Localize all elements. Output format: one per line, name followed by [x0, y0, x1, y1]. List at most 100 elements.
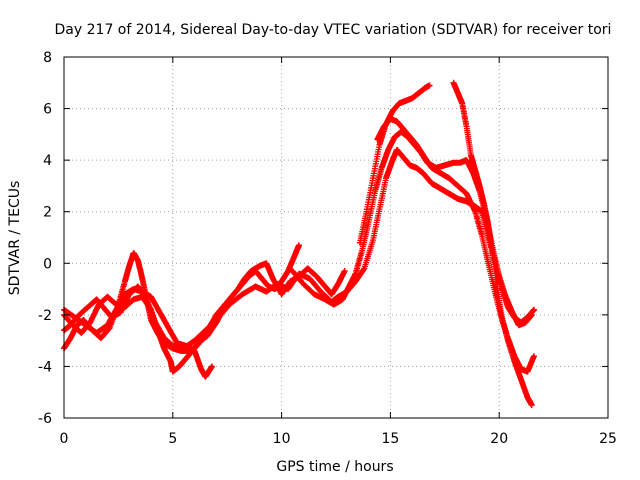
- data-point: [115, 308, 118, 311]
- data-point: [532, 354, 536, 358]
- data-point: [286, 287, 290, 291]
- data-point: [136, 285, 140, 288]
- data-point: [465, 200, 468, 203]
- data-point: [367, 220, 370, 224]
- data-point: [141, 277, 144, 280]
- data-point: [378, 143, 381, 146]
- data-point: [474, 210, 477, 213]
- data-point: [132, 298, 135, 301]
- data-point: [145, 298, 148, 301]
- data-point: [136, 259, 140, 262]
- data-point: [532, 308, 536, 311]
- data-point: [513, 360, 516, 363]
- data-point: [387, 148, 390, 152]
- data-point: [447, 176, 451, 180]
- data-point: [78, 313, 81, 317]
- data-point: [293, 254, 296, 257]
- data-point: [404, 99, 407, 103]
- data-point: [306, 267, 309, 270]
- data-point: [95, 331, 98, 335]
- data-point: [371, 238, 375, 242]
- y-tick-label: 6: [43, 102, 52, 118]
- grid-lines: [64, 57, 608, 418]
- data-point: [178, 365, 181, 368]
- x-tick-label: 10: [273, 431, 291, 447]
- data-point: [506, 339, 510, 342]
- data-point: [271, 277, 275, 280]
- data-point: [308, 277, 312, 280]
- data-point: [162, 336, 166, 340]
- data-point: [302, 282, 305, 286]
- y-tick-label: 4: [43, 153, 52, 169]
- data-point: [347, 285, 351, 288]
- data-point: [119, 311, 122, 314]
- y-tick-label: -2: [38, 308, 52, 324]
- data-point: [69, 323, 72, 327]
- data-point: [519, 378, 523, 381]
- data-point: [204, 329, 207, 332]
- data-point: [343, 269, 346, 273]
- data-point: [439, 171, 442, 175]
- y-tick-label: 2: [43, 205, 52, 221]
- chart-title: Day 217 of 2014, Sidereal Day-to-day VTE…: [55, 22, 612, 38]
- data-point: [491, 254, 494, 257]
- data-point: [421, 153, 425, 157]
- data-points: [61, 79, 537, 409]
- data-point: [511, 311, 514, 314]
- x-tick-label: 5: [168, 431, 177, 447]
- data-point: [519, 367, 523, 371]
- data-point: [487, 223, 490, 226]
- data-point: [158, 311, 161, 314]
- x-tick-label: 20: [490, 431, 508, 447]
- data-point: [182, 347, 185, 350]
- data-point: [206, 334, 209, 337]
- data-point: [228, 303, 231, 306]
- data-point: [336, 295, 340, 299]
- data-point: [319, 290, 322, 293]
- data-point: [330, 293, 333, 296]
- y-tick-label: 0: [43, 256, 52, 272]
- axis-ticks: 0 5 10 15 20 25 -6 -4 -2 0 2 4 6 8: [38, 50, 617, 447]
- data-point: [530, 403, 534, 407]
- data-point: [415, 143, 418, 146]
- data-point: [465, 158, 468, 162]
- data-point: [373, 189, 377, 193]
- data-point: [123, 280, 127, 283]
- data-point: [128, 293, 131, 296]
- data-point: [336, 282, 340, 286]
- data-point: [106, 295, 109, 299]
- data-point: [193, 349, 196, 353]
- data-point: [439, 187, 442, 190]
- data-point: [84, 323, 87, 327]
- y-tick-label: -6: [38, 411, 52, 427]
- data-point: [265, 262, 268, 265]
- data-point: [395, 120, 399, 123]
- y-tick-label: 8: [43, 50, 52, 66]
- data-point: [323, 298, 327, 301]
- data-point: [171, 344, 174, 347]
- data-point: [430, 166, 433, 170]
- data-point: [428, 84, 431, 87]
- data-point: [408, 164, 412, 167]
- data-point: [410, 97, 414, 100]
- data-point: [69, 336, 72, 340]
- data-point: [363, 267, 366, 270]
- data-point: [517, 323, 520, 327]
- data-point: [430, 182, 433, 185]
- data-point: [395, 148, 399, 152]
- data-point: [341, 298, 344, 301]
- data-point: [378, 207, 381, 211]
- data-point: [456, 184, 460, 188]
- data-point: [106, 323, 109, 327]
- data-point: [415, 166, 418, 170]
- data-point: [424, 86, 427, 90]
- data-point: [249, 269, 253, 273]
- data-point: [280, 293, 283, 296]
- data-point: [204, 375, 207, 378]
- data-point: [149, 295, 153, 299]
- data-point: [167, 326, 170, 329]
- data-point: [461, 102, 464, 105]
- data-point: [128, 264, 131, 268]
- data-point: [108, 326, 111, 329]
- x-tick-label: 25: [599, 431, 617, 447]
